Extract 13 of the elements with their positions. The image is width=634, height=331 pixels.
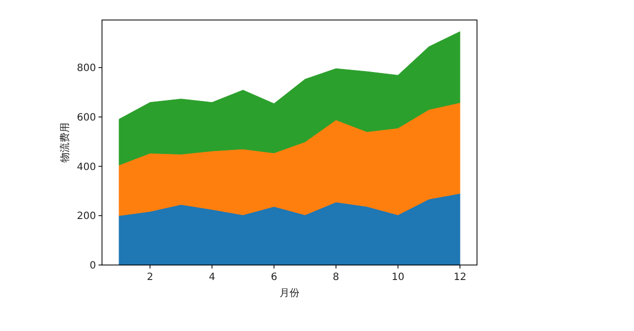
x-axis-title: 月份 — [280, 288, 300, 299]
x-tick-label: 12 — [454, 272, 466, 283]
x-tick-label: 10 — [392, 272, 404, 283]
y-tick-label: 800 — [76, 63, 96, 74]
x-tick-label: 8 — [332, 272, 340, 283]
x-tick-label: 2 — [146, 272, 154, 283]
y-tick-label: 400 — [76, 162, 96, 173]
y-axis-title: 物流费用 — [59, 122, 71, 162]
x-tick-label: 4 — [208, 272, 216, 283]
y-tick-label: 200 — [76, 211, 96, 222]
y-tick-label: 600 — [76, 112, 96, 124]
x-tick-label: 6 — [270, 272, 278, 283]
y-tick-label: 0 — [90, 260, 96, 272]
